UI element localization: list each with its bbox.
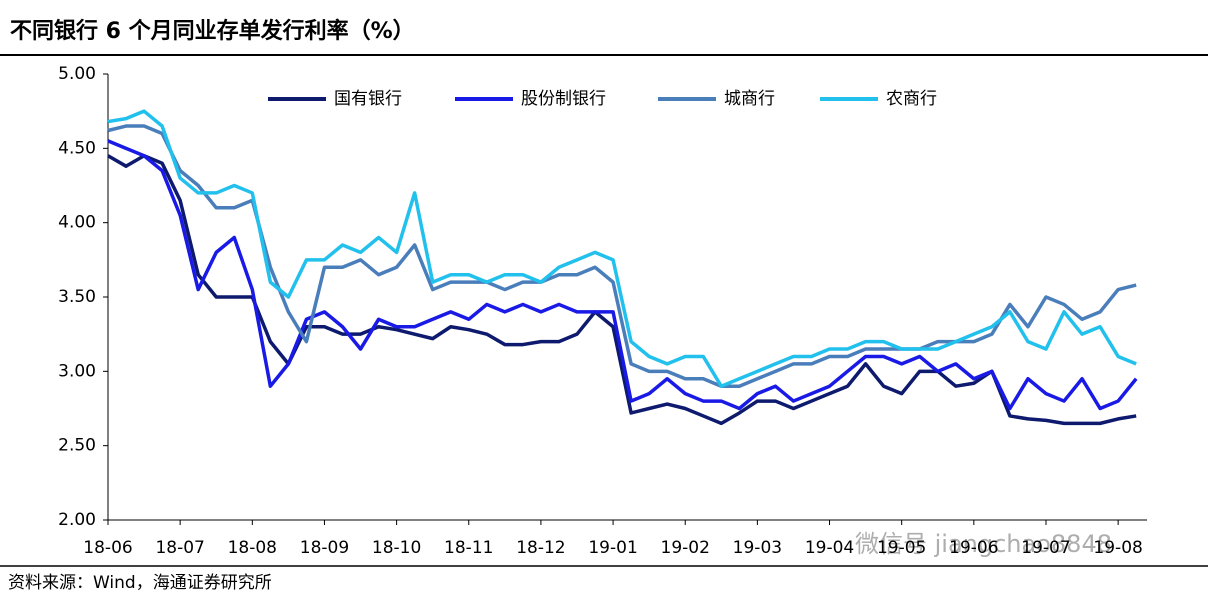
series-line — [107, 109, 1137, 388]
legend-label: 股份制银行 — [521, 89, 606, 109]
x-tick-label: 18-10 — [372, 538, 421, 558]
y-tick-label: 3.00 — [58, 361, 96, 381]
x-tick-label: 18-07 — [155, 538, 204, 558]
chart-title: 不同银行 6 个月同业存单发行利率（%） — [10, 18, 415, 44]
y-tick-label: 2.50 — [58, 436, 96, 456]
x-tick-label: 18-12 — [516, 538, 565, 558]
x-tick-label: 19-01 — [588, 538, 637, 558]
watermark: 微信号 jiangchao8848 — [855, 530, 1112, 558]
legend-label: 城商行 — [724, 89, 775, 109]
y-tick-label: 5.00 — [58, 64, 96, 84]
x-tick-label: 18-11 — [444, 538, 493, 558]
source: 资料来源：Wind，海通证券研究所 — [8, 573, 272, 593]
x-tick-label: 19-03 — [733, 538, 782, 558]
x-tick-label: 19-04 — [805, 538, 854, 558]
series-line — [107, 139, 1138, 411]
x-tick-label: 18-09 — [300, 538, 349, 558]
x-tick-label: 19-05 — [877, 538, 926, 558]
series-line — [107, 154, 1137, 426]
y-tick-label: 3.50 — [58, 287, 96, 307]
x-tick-label: 18-08 — [228, 538, 277, 558]
y-tick-label: 2.00 — [58, 510, 96, 530]
x-tick-label: 19-08 — [1093, 538, 1142, 558]
legend-label: 农商行 — [886, 89, 937, 109]
x-tick-label: 19-02 — [661, 538, 710, 558]
x-tick-label: 19-07 — [1021, 538, 1070, 558]
x-tick-label: 19-06 — [949, 538, 998, 558]
legend-label: 国有银行 — [334, 89, 402, 109]
y-tick-label: 4.00 — [58, 213, 96, 233]
y-tick-label: 4.50 — [58, 138, 96, 158]
x-tick-label: 18-06 — [83, 538, 132, 558]
